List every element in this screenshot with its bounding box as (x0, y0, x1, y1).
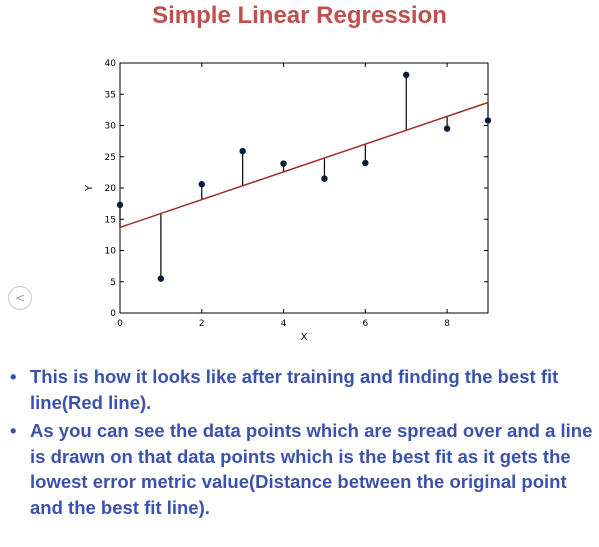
y-tick-label: 30 (105, 122, 117, 132)
bullet-text: This is how it looks like after training… (30, 366, 559, 413)
data-point (403, 71, 410, 79)
data-point (116, 201, 124, 209)
y-tick-label: 0 (110, 309, 116, 319)
data-point (321, 175, 328, 182)
data-point (443, 125, 451, 132)
y-tick-label: 15 (105, 215, 116, 225)
x-tick-label: 2 (199, 319, 205, 329)
data-point (239, 147, 246, 155)
x-axis-label: X (301, 332, 308, 343)
y-tick-label: 10 (105, 247, 117, 257)
best-fit-line (119, 101, 489, 229)
y-tick-label: 40 (105, 59, 117, 69)
slide-title: Simple Linear Regression (152, 2, 447, 29)
x-tick-label: 4 (281, 319, 287, 329)
y-tick-label: 25 (105, 153, 116, 163)
data-point (484, 117, 492, 124)
x-tick-label: 0 (117, 319, 123, 329)
regression-chart-svg: 0 5 10 15 20 25 30 35 40 0 2 4 6 8 X Y (84, 59, 492, 343)
data-point (157, 275, 165, 282)
x-tick-label: 6 (362, 319, 368, 329)
x-tick-label: 8 (444, 319, 450, 329)
bullet-item-2: • As you can see the data points which a… (8, 418, 594, 520)
y-tick-label: 35 (105, 90, 116, 100)
y-tick-label: 5 (110, 278, 116, 288)
data-point (362, 159, 369, 167)
x-axis: 0 2 4 6 8 (117, 63, 450, 329)
data-points (116, 71, 492, 282)
bullet-list: • This is how it looks like after traini… (8, 364, 594, 523)
previous-slide-button[interactable]: < (8, 286, 32, 310)
bullet-text: As you can see the data points which are… (30, 420, 593, 518)
regression-chart: 0 5 10 15 20 25 30 35 40 0 2 4 6 8 X Y (78, 50, 508, 350)
plot-area-frame (119, 62, 489, 314)
data-point (280, 160, 287, 167)
bullet-icon: • (10, 420, 17, 441)
bullet-icon: • (10, 366, 17, 387)
data-point (198, 181, 205, 188)
y-axis: 0 5 10 15 20 25 30 35 40 (105, 59, 488, 319)
chevron-left-icon: < (14, 291, 26, 305)
bullet-item-1: • This is how it looks like after traini… (8, 364, 594, 415)
y-axis-label: Y (84, 184, 95, 192)
y-tick-label: 20 (105, 184, 117, 194)
